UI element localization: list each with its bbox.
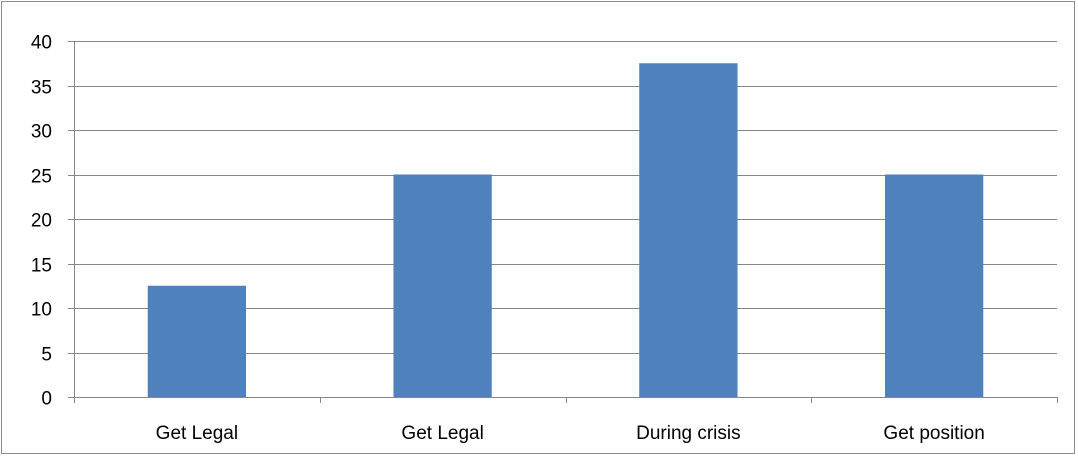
x-tick-label: During crisis — [636, 423, 741, 444]
y-tick-label: 40 — [31, 33, 52, 54]
tick-labels: 0 5 10 15 20 25 30 35 40 Get Legal Get Legal During… — [31, 33, 985, 445]
y-tick-label: 20 — [31, 211, 52, 232]
y-tick-label: 15 — [31, 256, 52, 277]
x-tick-label: Get Legal — [156, 423, 238, 444]
x-tick-label: Get Legal — [401, 423, 483, 444]
bar — [393, 174, 492, 397]
y-tick-label: 5 — [41, 345, 52, 366]
y-tick-label: 0 — [41, 389, 52, 410]
bar — [147, 285, 247, 397]
y-tick-label: 35 — [31, 78, 52, 99]
bar — [884, 174, 984, 397]
y-tick-label: 30 — [31, 122, 52, 143]
y-tick-label: 25 — [31, 167, 52, 188]
bars — [147, 63, 984, 397]
bar — [639, 63, 738, 397]
y-tick-label: 10 — [31, 300, 52, 321]
x-tick-label: Get position — [883, 423, 984, 444]
axes — [68, 41, 1058, 403]
